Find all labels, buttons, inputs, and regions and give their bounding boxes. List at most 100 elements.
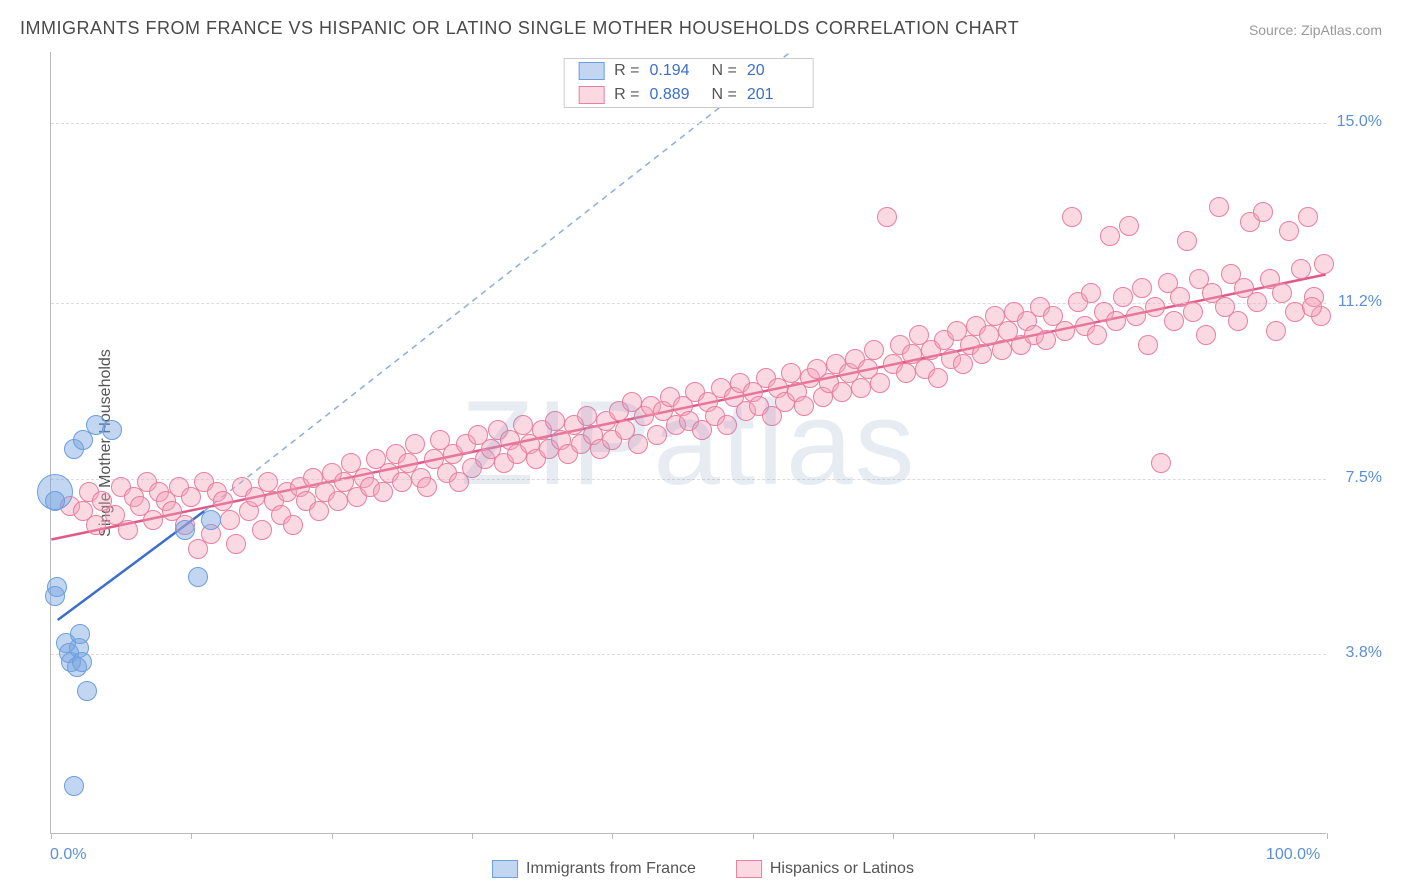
point-pink (1266, 321, 1286, 341)
point-pink (143, 510, 163, 530)
point-blue (102, 420, 122, 440)
x-axis-max-label: 100.0% (1266, 846, 1320, 864)
legend-stats: R = 0.194 N = 20 R = 0.889 N = 201 (563, 58, 814, 108)
point-pink (220, 510, 240, 530)
x-axis-min-label: 0.0% (50, 846, 86, 864)
point-pink (1302, 297, 1322, 317)
swatch-pink (736, 860, 762, 878)
point-pink (1119, 216, 1139, 236)
point-pink (213, 491, 233, 511)
trend-lines-layer (51, 52, 1326, 833)
point-pink (392, 472, 412, 492)
point-blue (45, 491, 65, 511)
point-pink (1164, 311, 1184, 331)
plot-wrapper: Single Mother Households ZIPatlas R = 0.… (50, 52, 1386, 834)
point-pink (1247, 292, 1267, 312)
point-pink (1209, 197, 1229, 217)
point-blue (201, 510, 221, 530)
point-blue (175, 520, 195, 540)
point-pink (1055, 321, 1075, 341)
legend-item-blue: Immigrants from France (492, 860, 696, 878)
stat-label-r: R = (614, 62, 639, 80)
y-tick-label: 11.2% (1338, 293, 1382, 311)
swatch-blue (492, 860, 518, 878)
point-pink (1036, 330, 1056, 350)
legend-label-pink: Hispanics or Latinos (770, 860, 914, 878)
swatch-blue (578, 62, 604, 80)
stat-value-n-blue: 20 (747, 62, 799, 80)
point-pink (373, 482, 393, 502)
x-tick (1174, 833, 1175, 839)
legend-stats-row-blue: R = 0.194 N = 20 (564, 59, 813, 83)
point-pink (953, 354, 973, 374)
gridline-h (51, 303, 1326, 304)
point-pink (628, 434, 648, 454)
stat-value-n-pink: 201 (747, 86, 799, 104)
chart-title: IMMIGRANTS FROM FRANCE VS HISPANIC OR LA… (20, 18, 1019, 39)
point-pink (794, 396, 814, 416)
x-tick (472, 833, 473, 839)
swatch-pink (578, 86, 604, 104)
gridline-h (51, 654, 1326, 655)
point-pink (647, 425, 667, 445)
point-pink (870, 373, 890, 393)
point-blue (64, 776, 84, 796)
y-tick-label: 3.8% (1346, 644, 1382, 662)
stat-label-n: N = (712, 62, 737, 80)
stat-value-r-blue: 0.194 (650, 62, 702, 80)
legend-stats-row-pink: R = 0.889 N = 201 (564, 83, 813, 107)
point-pink (1126, 306, 1146, 326)
point-pink (1196, 325, 1216, 345)
point-pink (1100, 226, 1120, 246)
point-blue (45, 586, 65, 606)
point-pink (118, 520, 138, 540)
x-tick (332, 833, 333, 839)
point-pink (258, 472, 278, 492)
point-pink (417, 477, 437, 497)
x-tick (1327, 833, 1328, 839)
point-pink (992, 340, 1012, 360)
point-pink (309, 501, 329, 521)
x-tick (612, 833, 613, 839)
point-blue (70, 624, 90, 644)
stat-value-r-pink: 0.889 (650, 86, 702, 104)
point-pink (1113, 287, 1133, 307)
point-pink (1138, 335, 1158, 355)
point-pink (226, 534, 246, 554)
point-pink (851, 378, 871, 398)
point-pink (1183, 302, 1203, 322)
point-pink (1291, 259, 1311, 279)
point-pink (405, 434, 425, 454)
point-pink (1106, 311, 1126, 331)
point-pink (577, 406, 597, 426)
point-pink (1062, 207, 1082, 227)
point-blue (72, 652, 92, 672)
stat-label-n: N = (712, 86, 737, 104)
point-pink (864, 340, 884, 360)
point-pink (1151, 453, 1171, 473)
point-blue (188, 567, 208, 587)
point-pink (1253, 202, 1273, 222)
point-pink (513, 415, 533, 435)
point-pink (928, 368, 948, 388)
point-pink (1081, 283, 1101, 303)
point-pink (717, 415, 737, 435)
point-pink (781, 363, 801, 383)
point-pink (1228, 311, 1248, 331)
source-label: Source: ZipAtlas.com (1249, 22, 1382, 38)
x-tick (51, 833, 52, 839)
point-pink (972, 344, 992, 364)
legend-label-blue: Immigrants from France (526, 860, 696, 878)
point-pink (1177, 231, 1197, 251)
point-pink (832, 382, 852, 402)
point-blue (77, 681, 97, 701)
legend-bottom: Immigrants from France Hispanics or Lati… (492, 860, 914, 878)
y-tick-label: 15.0% (1337, 113, 1382, 131)
point-pink (283, 515, 303, 535)
point-pink (1279, 221, 1299, 241)
plot-area: ZIPatlas R = 0.194 N = 20 R = 0.889 N = … (50, 52, 1326, 834)
legend-item-pink: Hispanics or Latinos (736, 860, 914, 878)
point-pink (1298, 207, 1318, 227)
point-pink (1087, 325, 1107, 345)
point-pink (1132, 278, 1152, 298)
